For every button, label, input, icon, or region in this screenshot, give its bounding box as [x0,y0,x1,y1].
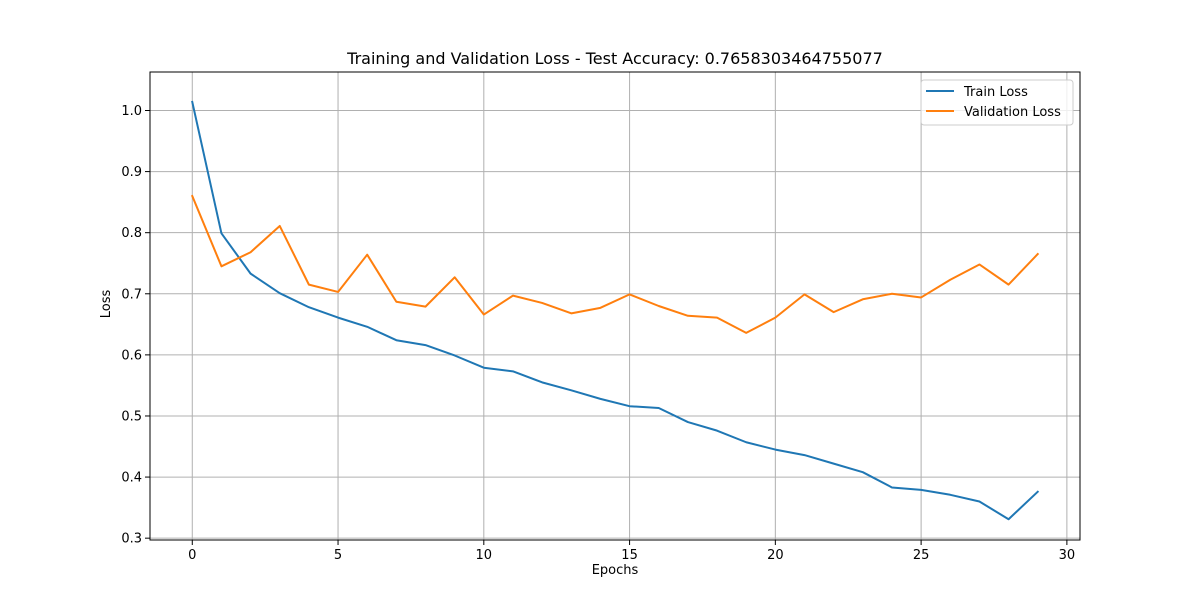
x-tick-label: 5 [334,548,342,563]
x-tick-label: 25 [913,548,930,563]
y-tick-label: 0.3 [121,532,142,547]
y-tick-label: 1.0 [121,104,142,119]
axis-ticks: 0 5 10 15 20 25 30 0.3 0.4 0.5 0.6 0.7 0.8 0.9 1.0 [121,104,1075,563]
legend-label-train-loss: Train Loss [963,85,1028,100]
legend-label-validation-loss: Validation Loss [964,105,1061,120]
x-tick-label: 10 [476,548,493,563]
x-tick-label: 15 [621,548,638,563]
series-lines [190,100,1040,521]
chart-title: Training and Validation Loss - Test Accu… [346,49,883,68]
legend-box [920,79,1074,126]
series-line-train-loss [191,100,1040,521]
x-tick-label: 30 [1059,548,1076,563]
legend: Train Loss Validation Loss [920,79,1074,126]
x-axis-label: Epochs [592,563,639,578]
x-tick-label: 20 [767,548,784,563]
y-axis-label: Loss [99,290,114,319]
y-tick-label: 0.7 [121,287,142,302]
y-tick-label: 0.6 [121,348,142,363]
plot-area-frame [149,71,1081,541]
x-tick-label: 0 [188,548,196,563]
y-tick-label: 0.9 [121,165,142,180]
y-tick-label: 0.5 [121,409,142,424]
gridlines [150,72,1080,540]
series-line-validation-loss [190,194,1040,334]
y-tick-label: 0.4 [121,471,142,486]
y-tick-label: 0.8 [121,226,142,241]
